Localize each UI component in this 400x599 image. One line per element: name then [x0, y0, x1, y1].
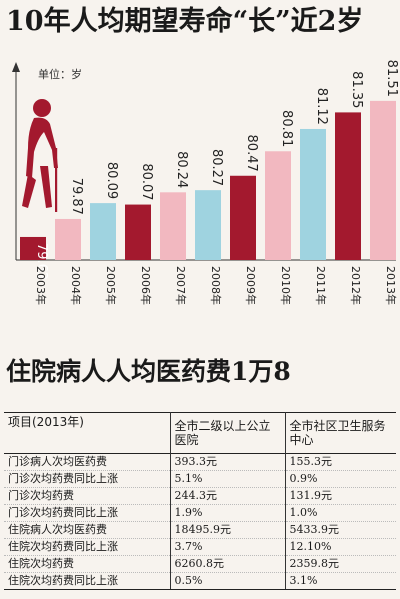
cell-item: 门诊次均药费同比上涨 [4, 504, 170, 522]
table-row: 门诊次均药费同比上涨 1.9% 1.0% [4, 504, 396, 522]
value-label: 80.09 [104, 162, 119, 199]
category-label: 2005年 [104, 266, 118, 305]
cell-item: 门诊次均药费同比上涨 [4, 470, 170, 488]
value-label: 80.27 [209, 149, 224, 186]
bar [370, 100, 396, 260]
category-label: 2009年 [244, 266, 258, 305]
cell-hospital: 18495.9元 [169, 521, 285, 539]
table-row: 门诊病人次均医药费 393.3元 155.3元 [4, 453, 396, 471]
table-row: 住院次均药费同比上涨 0.5% 3.1% [4, 572, 396, 590]
y-axis-arrow-icon [12, 62, 20, 72]
cell-community: 2359.8元 [284, 555, 396, 573]
category-label: 2006年 [139, 266, 153, 305]
bar-series [20, 100, 396, 261]
cell-item: 住院次均药费同比上涨 [4, 538, 170, 556]
header-community: 全市社区卫生服务中心 [284, 412, 396, 454]
table-header-row: 项目(2013年) 全市二级以上公立医院 全市社区卫生服务中心 [4, 412, 396, 454]
bar [55, 218, 81, 260]
category-label: 2013年 [384, 266, 398, 305]
cell-hospital: 6260.8元 [169, 555, 285, 573]
bar [300, 128, 326, 260]
header-item: 项目(2013年) [8, 415, 84, 429]
value-label: 81.51 [384, 60, 399, 97]
value-label: 81.35 [349, 71, 364, 108]
value-label: 81.12 [314, 88, 329, 125]
cell-item: 门诊次均药费 [4, 487, 170, 505]
category-label: 2007年 [174, 266, 188, 305]
category-label: 2012年 [349, 266, 363, 305]
bar [335, 112, 361, 261]
category-label: 2003年 [34, 266, 48, 305]
value-label: 79.87 [69, 178, 84, 215]
table-row: 门诊次均药费同比上涨 5.1% 0.9% [4, 470, 396, 488]
header-hospital: 全市二级以上公立医院 [169, 412, 285, 454]
category-label: 2010年 [279, 266, 293, 305]
bar [265, 151, 291, 260]
medical-cost-table: 项目(2013年) 全市二级以上公立医院 全市社区卫生服务中心 门诊病人次均医药… [4, 412, 396, 590]
category-label: 2011年 [314, 266, 328, 305]
table-title: 住院病人人均医药费1万8 [6, 357, 291, 386]
value-label: 80.47 [244, 135, 259, 172]
category-labels: 2003年 2004年 2005年 2006年 2007年 2008年 2009年 2010年… [34, 266, 398, 305]
bar [195, 190, 221, 260]
cell-hospital: 393.3元 [169, 453, 285, 471]
cell-hospital: 5.1% [169, 470, 285, 488]
cell-item: 住院病人次均医药费 [4, 521, 170, 539]
table-row: 住院病人次均医药费 18495.9元 5433.9元 [4, 521, 396, 539]
cell-hospital: 244.3元 [169, 487, 285, 505]
cell-community: 131.9元 [284, 487, 396, 505]
table-row: 门诊次均药费 244.3元 131.9元 [4, 487, 396, 505]
bar [90, 203, 116, 260]
category-label: 2008年 [209, 266, 223, 305]
value-label: 80.07 [139, 163, 154, 200]
table-row: 住院次均药费同比上涨 3.7% 12.10% [4, 538, 396, 556]
category-label: 2004年 [69, 266, 83, 305]
bar [125, 204, 151, 260]
cell-community: 0.9% [284, 470, 396, 488]
cell-item: 门诊病人次均医药费 [4, 453, 170, 471]
cell-item: 住院次均药费 [4, 555, 170, 573]
cell-community: 155.3元 [284, 453, 396, 471]
value-label: 80.24 [174, 151, 189, 188]
cost-table: 项目(2013年) 全市二级以上公立医院 全市社区卫生服务中心 门诊病人次均医药… [4, 412, 396, 590]
value-label: 79.62 [34, 243, 49, 280]
table-row: 住院次均药费 6260.8元 2359.8元 [4, 555, 396, 573]
value-labels: 79.62 79.87 80.09 80.07 80.24 80.27 80.47 80.81… [34, 60, 399, 281]
cell-item: 住院次均药费同比上涨 [4, 572, 170, 590]
bar [160, 192, 186, 260]
cell-community: 5433.9元 [284, 521, 396, 539]
life-expectancy-bar-chart: 单位：岁 79.62 79.87 80.09 80.07 80.24 80.27 80.47… [12, 60, 399, 305]
value-label: 80.81 [279, 110, 294, 147]
elderly-person-icon [22, 99, 58, 212]
cell-community: 3.1% [284, 572, 396, 590]
bar [20, 236, 46, 260]
cell-community: 1.0% [284, 504, 396, 522]
cell-community: 12.10% [284, 538, 396, 556]
chart-title: 10年人均期望寿命“长”近2岁 [6, 6, 364, 37]
cell-hospital: 0.5% [169, 572, 285, 590]
unit-label: 单位：岁 [38, 67, 82, 81]
cell-hospital: 3.7% [169, 538, 285, 556]
bar [230, 175, 256, 260]
cell-hospital: 1.9% [169, 504, 285, 522]
